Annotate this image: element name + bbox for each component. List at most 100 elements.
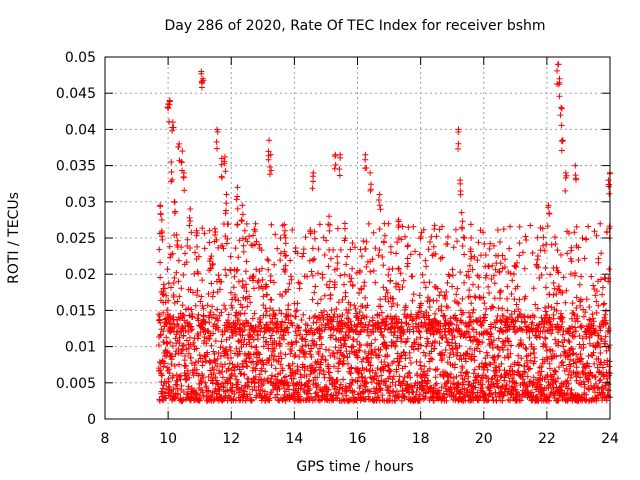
- data-point: [266, 395, 273, 402]
- data-point: [166, 366, 173, 373]
- data-point: [322, 346, 329, 353]
- y-axis-label: ROTI / TECUs: [6, 192, 22, 284]
- data-point: [586, 304, 593, 311]
- data-point: [400, 378, 407, 385]
- data-point: [276, 307, 283, 314]
- data-point: [303, 373, 310, 380]
- data-point: [250, 232, 257, 239]
- data-point: [383, 321, 390, 328]
- data-point: [172, 351, 179, 358]
- data-point: [301, 354, 308, 361]
- data-point: [223, 272, 230, 279]
- data-point: [492, 389, 499, 396]
- data-point: [545, 303, 552, 310]
- data-point: [221, 361, 228, 368]
- data-point: [159, 357, 166, 364]
- data-point: [193, 232, 200, 239]
- data-point: [470, 326, 477, 333]
- data-point: [427, 239, 434, 246]
- data-point: [457, 180, 464, 187]
- data-point: [171, 362, 178, 369]
- data-point: [306, 348, 313, 355]
- data-point: [516, 240, 523, 247]
- data-point: [253, 361, 260, 368]
- data-point: [341, 353, 348, 360]
- data-point: [326, 284, 333, 291]
- data-point: [542, 334, 549, 341]
- data-point: [240, 248, 247, 255]
- data-point: [436, 292, 443, 299]
- data-point: [442, 332, 449, 339]
- data-point: [507, 270, 514, 277]
- data-point: [197, 298, 204, 305]
- data-point: [266, 137, 273, 144]
- data-point: [438, 384, 445, 391]
- data-point: [358, 253, 365, 260]
- data-point: [507, 363, 514, 370]
- data-point: [493, 364, 500, 371]
- data-point: [171, 324, 178, 331]
- data-point: [194, 335, 201, 342]
- data-point: [602, 340, 609, 347]
- data-point: [259, 265, 266, 272]
- data-point: [180, 271, 187, 278]
- data-point: [430, 385, 437, 392]
- data-point: [342, 343, 349, 350]
- data-point: [316, 345, 323, 352]
- data-point: [586, 334, 593, 341]
- data-point: [457, 269, 464, 276]
- data-point: [163, 352, 170, 359]
- data-point: [168, 178, 175, 185]
- data-point: [555, 286, 562, 293]
- data-point: [353, 310, 360, 317]
- data-point: [240, 364, 247, 371]
- data-point: [490, 381, 497, 388]
- data-point: [306, 385, 313, 392]
- data-point: [534, 252, 541, 259]
- data-point: [471, 357, 478, 364]
- data-point: [530, 285, 537, 292]
- data-point: [281, 227, 288, 234]
- data-point: [264, 256, 271, 263]
- data-point: [295, 279, 302, 286]
- data-point: [321, 371, 328, 378]
- data-point: [540, 324, 547, 331]
- data-point: [505, 268, 512, 275]
- y-tick-label: 0.045: [56, 86, 96, 102]
- data-point: [268, 352, 275, 359]
- data-point: [168, 168, 175, 175]
- data-point: [243, 319, 250, 326]
- data-point: [306, 257, 313, 264]
- data-point: [573, 364, 580, 371]
- data-point: [349, 240, 356, 247]
- data-point: [250, 336, 257, 343]
- data-point: [586, 316, 593, 323]
- data-point: [186, 374, 193, 381]
- data-point: [242, 268, 249, 275]
- data-point: [531, 354, 538, 361]
- data-point: [227, 347, 234, 354]
- data-point: [466, 345, 473, 352]
- data-point: [292, 245, 299, 252]
- data-point: [448, 388, 455, 395]
- data-point: [289, 322, 296, 329]
- data-point: [370, 385, 377, 392]
- data-point: [573, 223, 580, 230]
- data-point: [500, 392, 507, 399]
- data-point: [572, 172, 579, 179]
- data-point: [205, 290, 212, 297]
- data-point: [511, 308, 518, 315]
- data-point: [556, 93, 563, 100]
- data-point: [550, 291, 557, 298]
- data-point: [576, 333, 583, 340]
- data-point: [319, 312, 326, 319]
- data-point: [476, 348, 483, 355]
- data-point: [529, 319, 536, 326]
- data-point: [500, 226, 507, 233]
- data-point: [189, 326, 196, 333]
- data-point: [265, 257, 272, 264]
- data-point: [180, 173, 187, 180]
- data-point: [197, 392, 204, 399]
- data-point: [200, 313, 207, 320]
- x-tick-label: 18: [412, 431, 430, 447]
